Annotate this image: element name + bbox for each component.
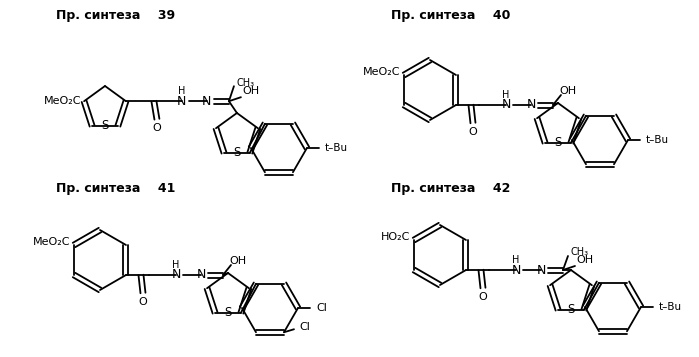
Text: H: H bbox=[512, 255, 519, 265]
Text: N: N bbox=[511, 263, 521, 277]
Text: t–Bu: t–Bu bbox=[325, 143, 348, 153]
Text: N: N bbox=[501, 99, 511, 111]
Text: OH: OH bbox=[243, 86, 259, 96]
Text: OH: OH bbox=[229, 256, 247, 266]
Text: O: O bbox=[468, 127, 477, 137]
Text: O: O bbox=[479, 292, 487, 302]
Text: N: N bbox=[178, 95, 187, 108]
Text: N: N bbox=[196, 268, 206, 282]
Text: OH: OH bbox=[577, 255, 593, 265]
Text: H: H bbox=[178, 86, 186, 96]
Text: S: S bbox=[224, 306, 231, 319]
Text: O: O bbox=[152, 123, 161, 133]
Text: HO₂C: HO₂C bbox=[381, 232, 410, 242]
Text: O: O bbox=[138, 297, 147, 307]
Text: H: H bbox=[503, 90, 510, 100]
Text: S: S bbox=[233, 146, 240, 159]
Text: S: S bbox=[568, 303, 575, 316]
Text: S: S bbox=[101, 119, 108, 132]
Text: t–Bu: t–Bu bbox=[646, 135, 669, 145]
Text: N: N bbox=[526, 99, 535, 111]
Text: OH: OH bbox=[559, 86, 577, 96]
Text: Пр. синтеза    42: Пр. синтеза 42 bbox=[391, 182, 511, 195]
Text: CH₃: CH₃ bbox=[571, 247, 589, 257]
Text: N: N bbox=[536, 263, 546, 277]
Text: t–Bu: t–Bu bbox=[659, 302, 682, 312]
Text: S: S bbox=[554, 136, 562, 149]
Text: Cl: Cl bbox=[299, 322, 310, 332]
Text: Cl: Cl bbox=[316, 303, 327, 313]
Text: Пр. синтеза    39: Пр. синтеза 39 bbox=[56, 9, 175, 22]
Text: N: N bbox=[171, 268, 180, 282]
Text: Пр. синтеза    40: Пр. синтеза 40 bbox=[391, 9, 511, 22]
Text: MeO₂C: MeO₂C bbox=[33, 237, 70, 247]
Text: MeO₂C: MeO₂C bbox=[43, 96, 81, 106]
Text: Пр. синтеза    41: Пр. синтеза 41 bbox=[56, 182, 175, 195]
Text: N: N bbox=[202, 95, 212, 108]
Text: CH₃: CH₃ bbox=[237, 78, 255, 88]
Text: H: H bbox=[172, 260, 180, 270]
Text: MeO₂C: MeO₂C bbox=[363, 67, 400, 77]
